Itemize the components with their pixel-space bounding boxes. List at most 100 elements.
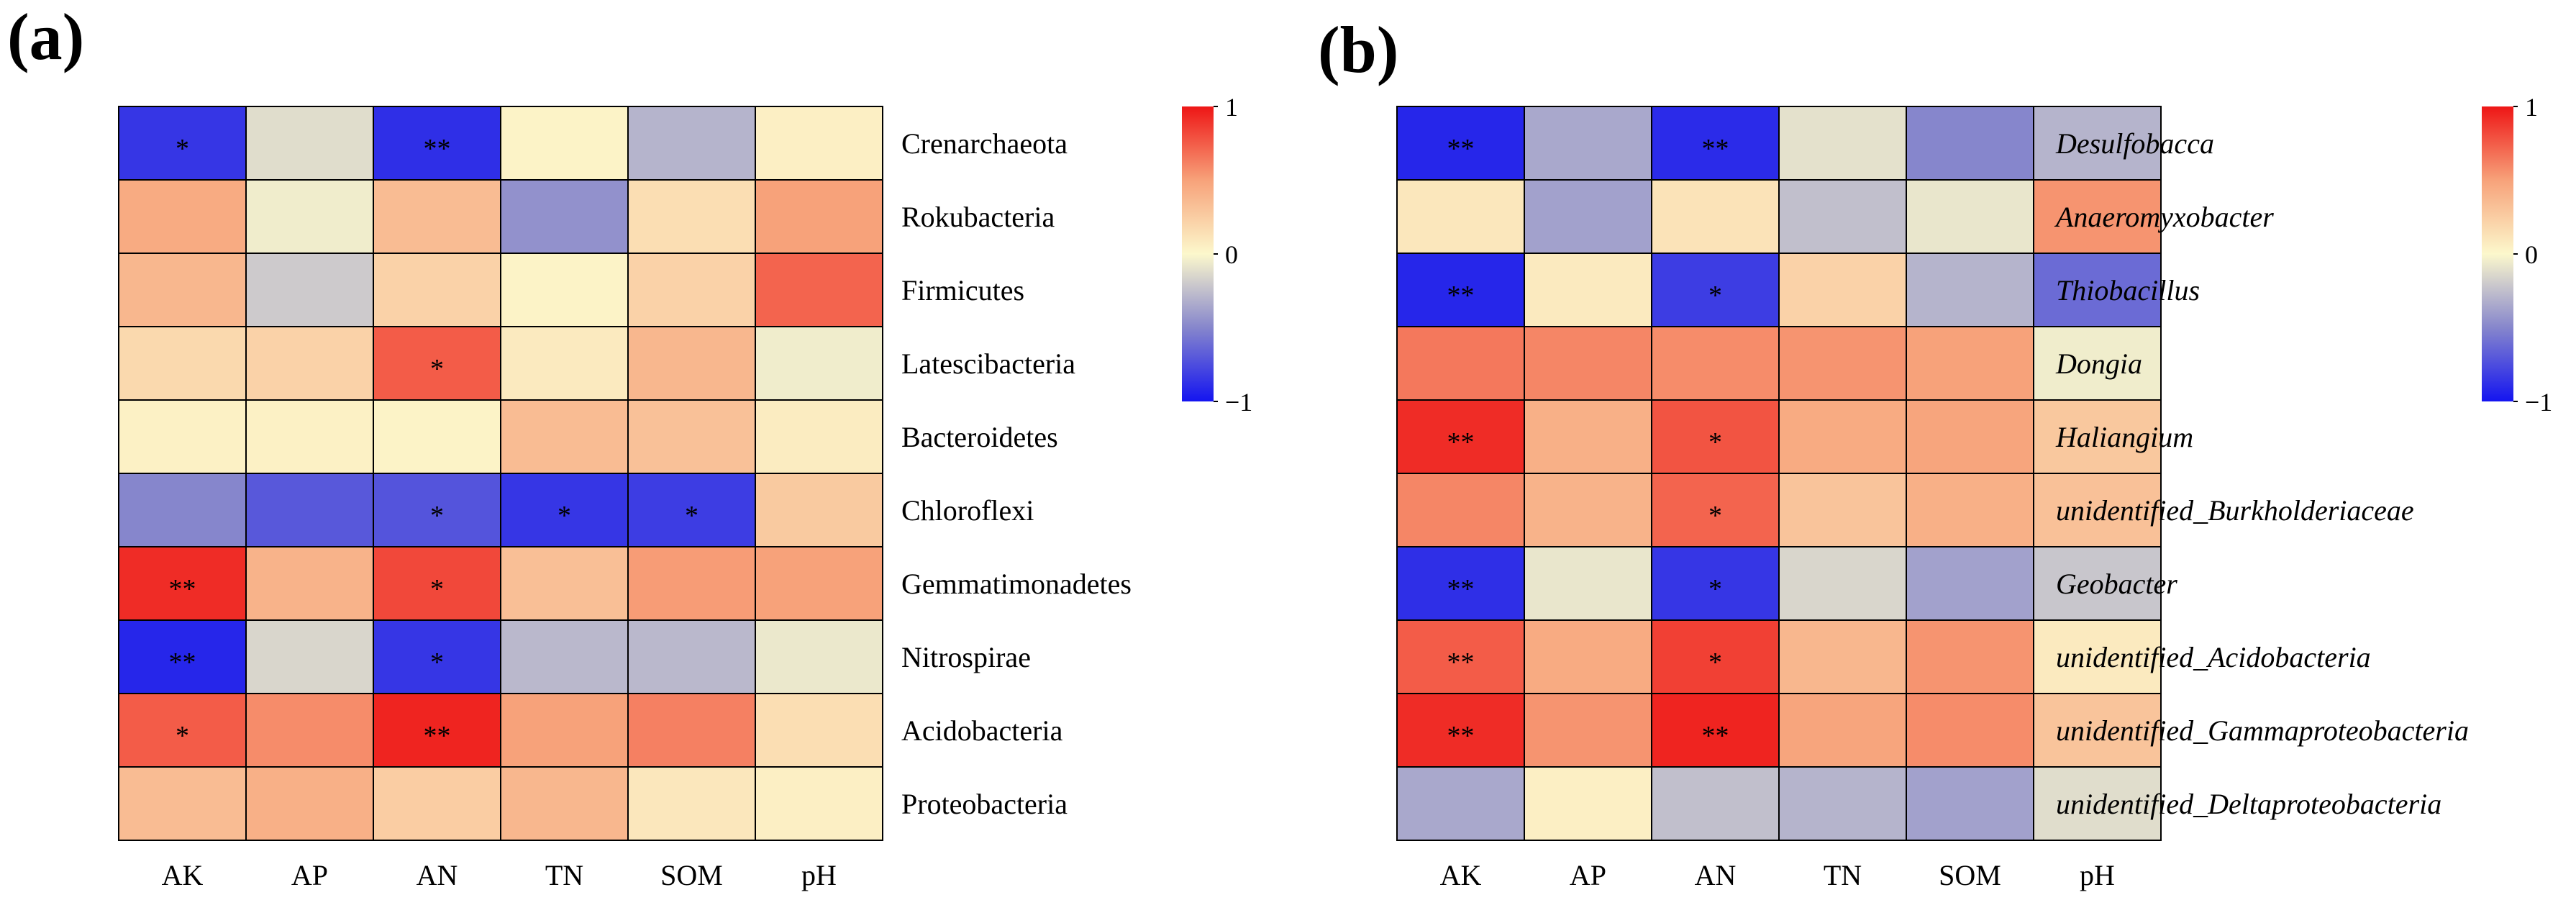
heatmap-cell [627, 693, 756, 768]
heatmap-cell [1778, 399, 1907, 474]
significance-mark: ** [424, 721, 451, 751]
heatmap-cell [1906, 473, 2034, 547]
heatmap-cell [500, 179, 629, 254]
heatmap-cell [1906, 766, 2034, 841]
row-label: Nitrospirae [901, 641, 1031, 673]
heatmap-cell [1396, 766, 1525, 841]
heatmap-cell [500, 546, 629, 621]
row-label: Proteobacteria [901, 788, 1068, 820]
panel-label: (a) [7, 0, 84, 73]
heatmap-cell [1651, 766, 1780, 841]
significance-mark: ** [1447, 721, 1475, 751]
heatmap-cell [500, 326, 629, 401]
heatmap-cell [500, 106, 629, 181]
heatmap-cell [373, 766, 501, 841]
heatmap-cell [2033, 106, 2162, 181]
heatmap-cell [373, 179, 501, 254]
row-label: Latescibacteria [901, 347, 1075, 380]
row-label: Haliangium [2055, 421, 2193, 453]
heatmap-cell [245, 619, 374, 694]
panel-label: (b) [1318, 13, 1398, 86]
significance-mark: * [430, 574, 444, 604]
heatmap-cell [1778, 179, 1907, 254]
heatmap-cell [118, 179, 247, 254]
heatmap-cell [1524, 179, 1652, 254]
heatmap-cell [118, 106, 247, 181]
heatmap-cell [1651, 399, 1780, 474]
colorbar-tick-label: −1 [1225, 388, 1252, 417]
heatmap-cell [500, 253, 629, 327]
heatmap-cell [755, 399, 883, 474]
row-label: Acidobacteria [901, 714, 1063, 747]
row-label: Thiobacillus [2056, 274, 2200, 306]
heatmap-cell [1906, 106, 2034, 181]
significance-mark: ** [1447, 134, 1475, 164]
significance-mark: * [1708, 427, 1722, 458]
significance-mark: * [685, 501, 698, 531]
heatmap-cell [245, 179, 374, 254]
heatmap-cell [1778, 766, 1907, 841]
column-label: AK [1440, 859, 1482, 891]
significance-mark: ** [424, 134, 451, 164]
heatmap-cell [1778, 106, 1907, 181]
heatmap-cell [1651, 619, 1780, 694]
row-label: Anaeromyxobacter [2054, 201, 2274, 233]
significance-mark: ** [1447, 427, 1475, 458]
heatmap-cell [627, 546, 756, 621]
row-label: Chloroflexi [901, 494, 1034, 527]
heatmap-cell [373, 106, 501, 181]
heatmap-cell [118, 766, 247, 841]
heatmap-cell [245, 766, 374, 841]
heatmap-cell [1524, 473, 1652, 547]
heatmap-cell [627, 619, 756, 694]
heatmap-cell [1778, 473, 1907, 547]
row-label: Crenarchaeota [901, 127, 1068, 160]
significance-mark: * [430, 647, 444, 678]
heatmap-cell [1778, 253, 1907, 327]
significance-mark: ** [1447, 281, 1475, 311]
row-label: Geobacter [2056, 568, 2177, 600]
significance-mark: * [430, 354, 444, 384]
column-label: AN [417, 859, 458, 891]
significance-mark: * [176, 134, 189, 164]
significance-mark: * [1708, 647, 1722, 678]
heatmap-cell [755, 473, 883, 547]
heatmap-cell [373, 253, 501, 327]
significance-mark: ** [1702, 134, 1729, 164]
heatmap-cell [500, 399, 629, 474]
heatmap-cell [1778, 546, 1907, 621]
row-label: unidentified_Burkholderiaceae [2056, 494, 2414, 527]
significance-mark: * [1708, 501, 1722, 531]
heatmap-cell [373, 693, 501, 768]
heatmap-cell [755, 693, 883, 768]
heatmap-cell [1396, 399, 1525, 474]
heatmap-cell [118, 326, 247, 401]
colorbar [1182, 106, 1214, 401]
heatmap-cell [1524, 766, 1652, 841]
heatmap-cell [627, 253, 756, 327]
heatmap-cell [118, 253, 247, 327]
row-label: Gemmatimonadetes [901, 568, 1132, 600]
heatmap-cell [627, 179, 756, 254]
heatmap-cell [500, 693, 629, 768]
heatmap-cell [755, 326, 883, 401]
heatmap-cell [1906, 693, 2034, 768]
heatmap-cell [627, 766, 756, 841]
panel-a: (a)* ** CrenarchaeotaRokubacteriaFirmicute… [7, 0, 1252, 891]
heatmap-cell [1778, 326, 1907, 401]
significance-mark: * [176, 721, 189, 751]
row-label: Bacteroidetes [901, 421, 1058, 453]
heatmap-cell [1396, 179, 1525, 254]
heatmap-cell [245, 693, 374, 768]
heatmap-cell [2033, 326, 2162, 401]
row-label: unidentified_Deltaproteobacteria [2056, 788, 2441, 820]
significance-mark: ** [1702, 721, 1729, 751]
column-label: pH [801, 859, 837, 891]
heatmap-cell [1396, 473, 1525, 547]
heatmap-cell [1396, 326, 1525, 401]
heatmap-cell [118, 473, 247, 547]
heatmap-cell [1778, 693, 1907, 768]
heatmap-cell [1524, 399, 1652, 474]
